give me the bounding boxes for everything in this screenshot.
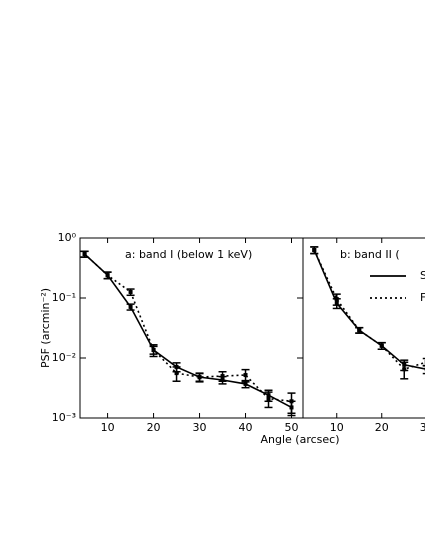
point: [198, 375, 202, 379]
point: [312, 248, 316, 252]
legend-label: F: [420, 291, 425, 304]
x-axis-label: Angle (arcsec): [261, 433, 340, 446]
point: [83, 252, 87, 256]
x-tick-label: 20: [147, 421, 161, 434]
figure: 102030405010⁰10⁻¹10⁻²10⁻³a: band I (belo…: [0, 0, 425, 550]
x-tick-label: 30: [193, 421, 207, 434]
y-axis-label: PSF (arcmin⁻²): [39, 288, 52, 368]
point: [380, 344, 384, 348]
point: [175, 371, 179, 375]
y-tick-label: 10⁻²: [52, 351, 76, 364]
x-tick-label: 10: [101, 421, 115, 434]
panel-title: a: band I (below 1 keV): [125, 248, 252, 261]
series-line: [85, 254, 292, 407]
point: [267, 397, 271, 401]
point: [221, 374, 225, 378]
point: [335, 297, 339, 301]
y-tick-label: 10⁻¹: [52, 291, 76, 304]
x-tick-label: 10: [330, 421, 344, 434]
series-line: [314, 250, 425, 369]
point: [129, 305, 133, 309]
series-line: [85, 254, 292, 401]
point: [244, 373, 248, 377]
point: [129, 290, 133, 294]
x-tick-label: 30: [420, 421, 425, 434]
series-line: [314, 250, 425, 369]
legend-label: S: [420, 269, 425, 282]
point: [290, 399, 294, 403]
x-tick-label: 40: [239, 421, 253, 434]
x-tick-label: 20: [375, 421, 389, 434]
panel-title: b: band II (: [340, 248, 400, 261]
point: [402, 367, 406, 371]
point: [357, 328, 361, 332]
point: [152, 348, 156, 352]
y-tick-label: 10⁰: [58, 231, 77, 244]
y-tick-label: 10⁻³: [52, 411, 76, 424]
point: [106, 273, 110, 277]
